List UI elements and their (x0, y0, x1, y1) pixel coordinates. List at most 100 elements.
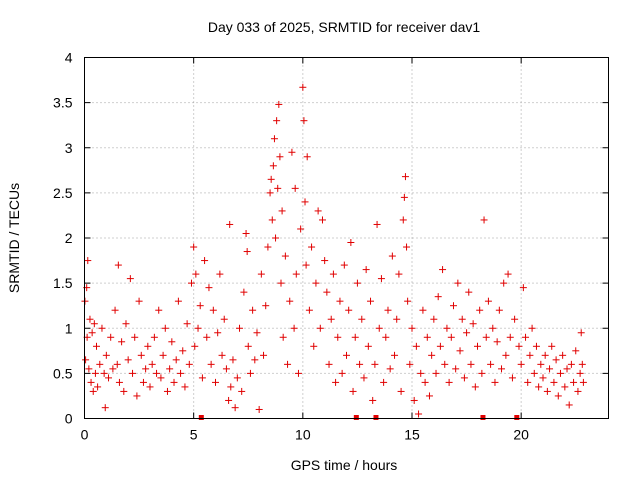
data-point (212, 378, 219, 386)
data-point (231, 404, 239, 412)
data-point (360, 374, 368, 382)
y-tick-label: 3.5 (53, 95, 73, 111)
data-point (115, 378, 123, 386)
data-point (227, 383, 235, 391)
data-point (276, 153, 284, 161)
data-point (362, 266, 370, 274)
data-point (515, 342, 523, 350)
data-point (179, 347, 187, 355)
data-point (196, 302, 204, 310)
data-point (190, 243, 198, 251)
data-point (384, 306, 392, 314)
data-point (198, 374, 206, 382)
data-point (170, 378, 178, 386)
data-point (327, 315, 335, 323)
data-point (124, 356, 132, 364)
data-point (308, 243, 316, 251)
data-points (81, 83, 587, 420)
data-point (135, 297, 143, 305)
data-point (336, 297, 344, 305)
data-point (257, 270, 265, 278)
data-point (465, 288, 473, 296)
data-point (528, 324, 536, 332)
data-point (382, 333, 390, 341)
data-point (417, 369, 425, 377)
data-point (153, 369, 161, 377)
data-point (391, 351, 399, 359)
data-point (264, 243, 272, 251)
y-axis-title: SRMTID / TECUs (6, 183, 22, 293)
data-point (161, 324, 169, 332)
data-point (415, 410, 423, 418)
data-point (443, 324, 451, 332)
data-point (406, 360, 414, 368)
data-point (318, 216, 326, 224)
data-point (291, 184, 299, 192)
data-point (377, 275, 385, 283)
data-point (401, 173, 409, 181)
data-point (181, 383, 189, 391)
data-point (172, 356, 180, 364)
plot-frame (84, 57, 609, 419)
data-point (356, 360, 364, 368)
data-point (107, 333, 115, 341)
data-point (312, 279, 320, 287)
data-point (177, 369, 185, 377)
data-point (84, 257, 92, 265)
data-point (565, 401, 573, 409)
data-point (244, 342, 252, 350)
data-point (467, 360, 475, 368)
data-point (482, 333, 490, 341)
data-point (98, 324, 106, 332)
data-point (207, 360, 215, 368)
data-point (508, 374, 516, 382)
data-point (430, 315, 438, 323)
data-point (118, 338, 126, 346)
data-point (400, 193, 408, 201)
data-point (556, 369, 564, 377)
data-point (316, 324, 324, 332)
data-point (269, 162, 277, 170)
data-point (334, 333, 342, 341)
data-point (218, 351, 226, 359)
data-point (559, 351, 567, 359)
data-point (85, 365, 93, 373)
data-point (343, 351, 350, 359)
x-tick-label: 5 (190, 427, 198, 443)
data-point (412, 342, 420, 350)
data-point (301, 198, 309, 206)
data-point (463, 329, 471, 337)
data-point (243, 248, 251, 256)
data-point (535, 383, 543, 391)
data-point (300, 117, 308, 125)
data-point (367, 297, 375, 305)
y-tick-label: 4 (65, 50, 73, 66)
data-point (404, 297, 412, 305)
data-point (519, 284, 527, 292)
data-point (288, 148, 296, 156)
data-point (487, 360, 495, 368)
data-point (201, 257, 209, 265)
data-point (222, 365, 230, 373)
data-point (157, 374, 165, 382)
data-point (305, 306, 313, 314)
data-point (546, 365, 554, 373)
data-point (198, 415, 204, 420)
data-point (88, 329, 96, 337)
data-point (576, 369, 584, 377)
data-point (270, 135, 278, 143)
data-point (255, 405, 263, 413)
data-point (364, 342, 372, 350)
data-point (469, 320, 477, 328)
data-point (139, 378, 147, 386)
x-tick-labels: 0 5 10 15 20 (81, 427, 530, 443)
data-point (249, 306, 257, 314)
data-point (373, 220, 381, 228)
data-point (340, 261, 348, 269)
data-point (142, 365, 150, 373)
data-point (353, 279, 361, 287)
data-point (386, 365, 394, 373)
data-point (246, 369, 254, 377)
data-point (114, 261, 122, 269)
